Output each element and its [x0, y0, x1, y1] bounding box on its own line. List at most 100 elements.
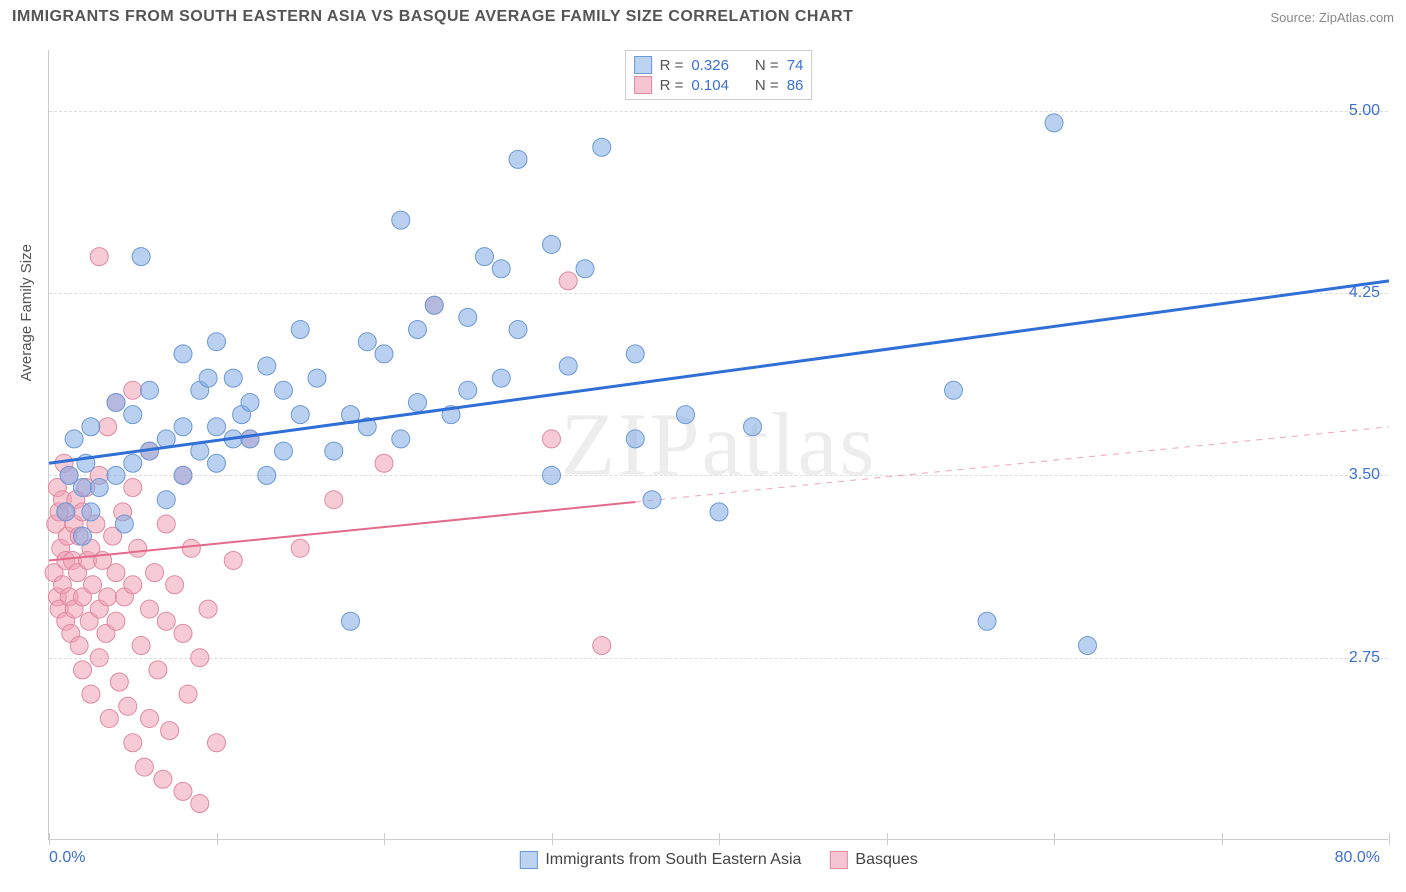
data-point — [154, 770, 172, 788]
swatch-pink — [829, 851, 847, 869]
data-point — [149, 661, 167, 679]
data-point — [107, 393, 125, 411]
legend-item-pink: Basques — [829, 851, 917, 869]
data-point — [141, 709, 159, 727]
data-point — [74, 661, 92, 679]
data-point — [119, 697, 137, 715]
data-point — [124, 406, 142, 424]
data-point — [476, 248, 494, 266]
data-point — [100, 709, 118, 727]
data-point — [90, 479, 108, 497]
data-point — [99, 588, 117, 606]
data-point — [258, 466, 276, 484]
data-point — [291, 321, 309, 339]
data-point — [208, 734, 226, 752]
data-point — [82, 503, 100, 521]
data-point — [157, 612, 175, 630]
data-point — [174, 418, 192, 436]
data-point — [141, 381, 159, 399]
data-point — [191, 649, 209, 667]
data-point — [107, 612, 125, 630]
data-point — [208, 454, 226, 472]
data-point — [135, 758, 153, 776]
data-point — [208, 333, 226, 351]
x-max-label: 80.0% — [1335, 849, 1380, 867]
data-point — [141, 600, 159, 618]
swatch-blue — [634, 56, 652, 74]
data-point — [559, 272, 577, 290]
r-value-pink: 0.104 — [691, 77, 729, 94]
data-point — [744, 418, 762, 436]
data-point — [157, 515, 175, 533]
data-point — [626, 345, 644, 363]
data-point — [492, 260, 510, 278]
r-label: R = — [660, 77, 684, 94]
data-point — [166, 576, 184, 594]
data-point — [90, 248, 108, 266]
data-point — [258, 357, 276, 375]
y-axis-title: Average Family Size — [18, 244, 35, 381]
data-point — [275, 442, 293, 460]
data-point — [107, 564, 125, 582]
data-point — [643, 491, 661, 509]
data-point — [199, 369, 217, 387]
swatch-pink — [634, 76, 652, 94]
data-point — [82, 685, 100, 703]
stats-legend: R = 0.326 N = 74 R = 0.104 N = 86 — [625, 50, 813, 100]
trend-line — [49, 281, 1389, 463]
data-point — [157, 491, 175, 509]
data-point — [132, 248, 150, 266]
data-point — [82, 418, 100, 436]
data-point — [978, 612, 996, 630]
stats-row-pink: R = 0.104 N = 86 — [634, 75, 804, 95]
data-point — [124, 381, 142, 399]
data-point — [191, 795, 209, 813]
data-point — [129, 539, 147, 557]
data-point — [375, 345, 393, 363]
data-point — [110, 673, 128, 691]
x-tick — [1389, 833, 1390, 845]
data-point — [199, 600, 217, 618]
data-point — [208, 418, 226, 436]
data-point — [392, 211, 410, 229]
data-point — [677, 406, 695, 424]
trend-line — [49, 502, 635, 560]
data-point — [559, 357, 577, 375]
data-point — [132, 637, 150, 655]
data-point — [174, 345, 192, 363]
data-point — [459, 381, 477, 399]
data-point — [409, 393, 427, 411]
data-point — [593, 637, 611, 655]
data-point — [107, 466, 125, 484]
data-point — [70, 637, 88, 655]
data-point — [325, 491, 343, 509]
data-point — [124, 479, 142, 497]
data-point — [593, 138, 611, 156]
data-point — [425, 296, 443, 314]
data-point — [291, 539, 309, 557]
data-point — [161, 722, 179, 740]
n-value-blue: 74 — [787, 57, 804, 74]
n-label: N = — [755, 77, 779, 94]
data-point — [65, 430, 83, 448]
data-point — [174, 624, 192, 642]
data-point — [1045, 114, 1063, 132]
data-point — [146, 564, 164, 582]
n-label: N = — [755, 57, 779, 74]
data-point — [945, 381, 963, 399]
data-point — [124, 576, 142, 594]
data-point — [492, 369, 510, 387]
data-point — [182, 539, 200, 557]
data-point — [710, 503, 728, 521]
data-point — [358, 333, 376, 351]
data-point — [224, 551, 242, 569]
chart-title: IMMIGRANTS FROM SOUTH EASTERN ASIA VS BA… — [12, 8, 853, 26]
data-point — [543, 430, 561, 448]
data-point — [459, 308, 477, 326]
data-point — [99, 418, 117, 436]
r-value-blue: 0.326 — [691, 57, 729, 74]
data-point — [74, 527, 92, 545]
data-point — [509, 321, 527, 339]
source-label: Source: ZipAtlas.com — [1270, 10, 1394, 25]
data-point — [179, 685, 197, 703]
